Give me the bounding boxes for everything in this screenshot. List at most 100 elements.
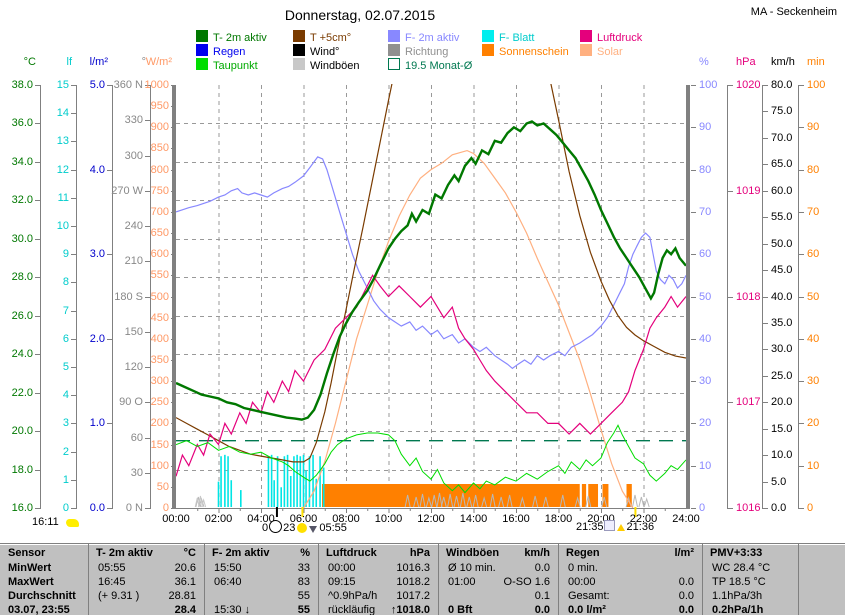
table-cell-value: 36.1 <box>174 576 196 588</box>
legend-label: F- Blatt <box>499 32 535 44</box>
axis-line-wind-deg <box>150 85 151 509</box>
table-row-label: MinWert <box>8 562 52 574</box>
x-tick-label: 02:00 <box>204 513 233 525</box>
tick-label-hpa: 1019 <box>736 185 761 197</box>
page-title: Donnerstag, 02.07.2015 <box>284 7 436 23</box>
table-cell-value: 83 <box>297 576 310 588</box>
x-tick-label: 24:00 <box>672 513 700 525</box>
sun-icon <box>297 523 308 533</box>
tick-label-w-m2: 150 <box>150 439 169 451</box>
series-taupunkt <box>176 424 686 494</box>
axis-header-pct: % <box>699 56 709 68</box>
tick <box>763 508 768 509</box>
table-header-name: PMV+3:33 <box>710 547 763 559</box>
tick <box>145 191 150 192</box>
legend-item-t-2m-aktiv: T- 2m aktiv <box>196 30 267 44</box>
tick <box>71 85 76 86</box>
tick-label-l-m2: 3.0 <box>89 248 105 260</box>
tick-label-pct: 100 <box>699 79 718 91</box>
moonrise-time: 21:36 <box>626 521 655 533</box>
tick-label-w-m2: 950 <box>150 100 169 112</box>
axis-line-lf <box>76 85 77 509</box>
table-cell-value: 0.0 <box>678 590 694 602</box>
tick-label-kmh: 50.0 <box>771 238 793 250</box>
tick <box>763 323 768 324</box>
legend-item-f-blatt: F- Blatt <box>482 30 535 44</box>
tick-label-wind-deg: 90 O <box>119 396 143 408</box>
tick <box>107 254 112 255</box>
legend-label: F- 2m aktiv <box>405 32 460 44</box>
station-label: MA - Seckenheim <box>750 6 837 18</box>
tick <box>107 508 112 509</box>
legend-label: Wind° <box>310 46 340 58</box>
tick <box>799 508 804 509</box>
tick-label-wind-deg: 0 N <box>125 502 143 514</box>
tick-label-wind-deg: 360 N <box>113 79 143 91</box>
tick <box>691 85 696 86</box>
tick <box>691 254 696 255</box>
legend-label: Luftdruck <box>597 32 643 44</box>
tick <box>799 254 804 255</box>
tick-label-w-m2: 300 <box>150 375 169 387</box>
tick-label-w-m2: 600 <box>150 248 169 260</box>
table-header-name: T- 2m aktiv <box>96 547 153 559</box>
table-cell-value: 1017.2 <box>396 590 430 602</box>
tick <box>107 339 112 340</box>
table-cell-value: 33 <box>297 562 310 574</box>
table-cell-time: 0 min. <box>568 562 598 574</box>
table-cell-time: 00:00 <box>568 576 596 588</box>
tick-label-celsius: 30.0 <box>11 233 33 245</box>
moon-time-suffix: 23 <box>283 522 296 534</box>
tick <box>691 170 696 171</box>
table-cell-time: ^0.9hPa/h <box>328 590 378 602</box>
axis-line-min <box>798 85 799 509</box>
tick <box>799 212 804 213</box>
table-row-label: Durchschnitt <box>8 590 76 602</box>
tick <box>35 508 40 509</box>
legend-swatch-icon <box>293 30 305 42</box>
legend-swatch-icon <box>580 44 592 56</box>
table-cell-time: 0.2hPa/1h <box>712 604 764 615</box>
tick-label-l-m2: 2.0 <box>89 333 105 345</box>
tick <box>107 170 112 171</box>
tick-label-pct: 30 <box>699 375 712 387</box>
tick <box>728 402 733 403</box>
table-cell-time: 16:45 <box>98 576 126 588</box>
legend-label: T- 2m aktiv <box>213 32 267 44</box>
x-tick-label: 22:00 <box>629 513 658 525</box>
tick <box>763 85 768 86</box>
legend-item-sonnenschein: Sonnenschein <box>482 44 569 58</box>
tick-label-min: 10 <box>807 460 820 472</box>
x-tick-label: 14:00 <box>459 513 488 525</box>
tick <box>763 270 768 271</box>
tick-label-wind-deg: 30 <box>130 467 143 479</box>
tick <box>71 480 76 481</box>
tick <box>145 367 150 368</box>
table-header-name: F- 2m aktiv <box>212 547 270 559</box>
tick-label-kmh: 70.0 <box>771 132 793 144</box>
axis-line-kmh <box>762 85 763 509</box>
moonrise-icon <box>603 520 615 531</box>
legend-item-19-5-monat-: 19.5 Monat-Ø <box>388 58 472 72</box>
table-row-label: Sensor <box>8 547 46 559</box>
table-column-separator <box>88 544 89 615</box>
tick-label-kmh: 80.0 <box>771 79 793 91</box>
tick-label-min: 60 <box>807 248 820 260</box>
tick <box>71 141 76 142</box>
x-tick-label: 00:00 <box>162 513 190 525</box>
tick <box>71 226 76 227</box>
tick <box>763 297 768 298</box>
tick-label-lf: 14 <box>56 107 69 119</box>
tick-label-hpa: 1017 <box>736 396 761 408</box>
tick <box>71 423 76 424</box>
tick <box>71 311 76 312</box>
tick-label-min: 20 <box>807 417 820 429</box>
tick-label-wind-deg: 270 W <box>111 185 143 197</box>
table-header-name: Windböen <box>446 547 500 559</box>
wind-gust-spikes <box>194 495 207 508</box>
tick <box>145 402 150 403</box>
axis-header-celsius: °C <box>23 56 36 68</box>
tick-label-kmh: 40.0 <box>771 291 793 303</box>
tick <box>145 226 150 227</box>
tick-label-min: 50 <box>807 291 820 303</box>
